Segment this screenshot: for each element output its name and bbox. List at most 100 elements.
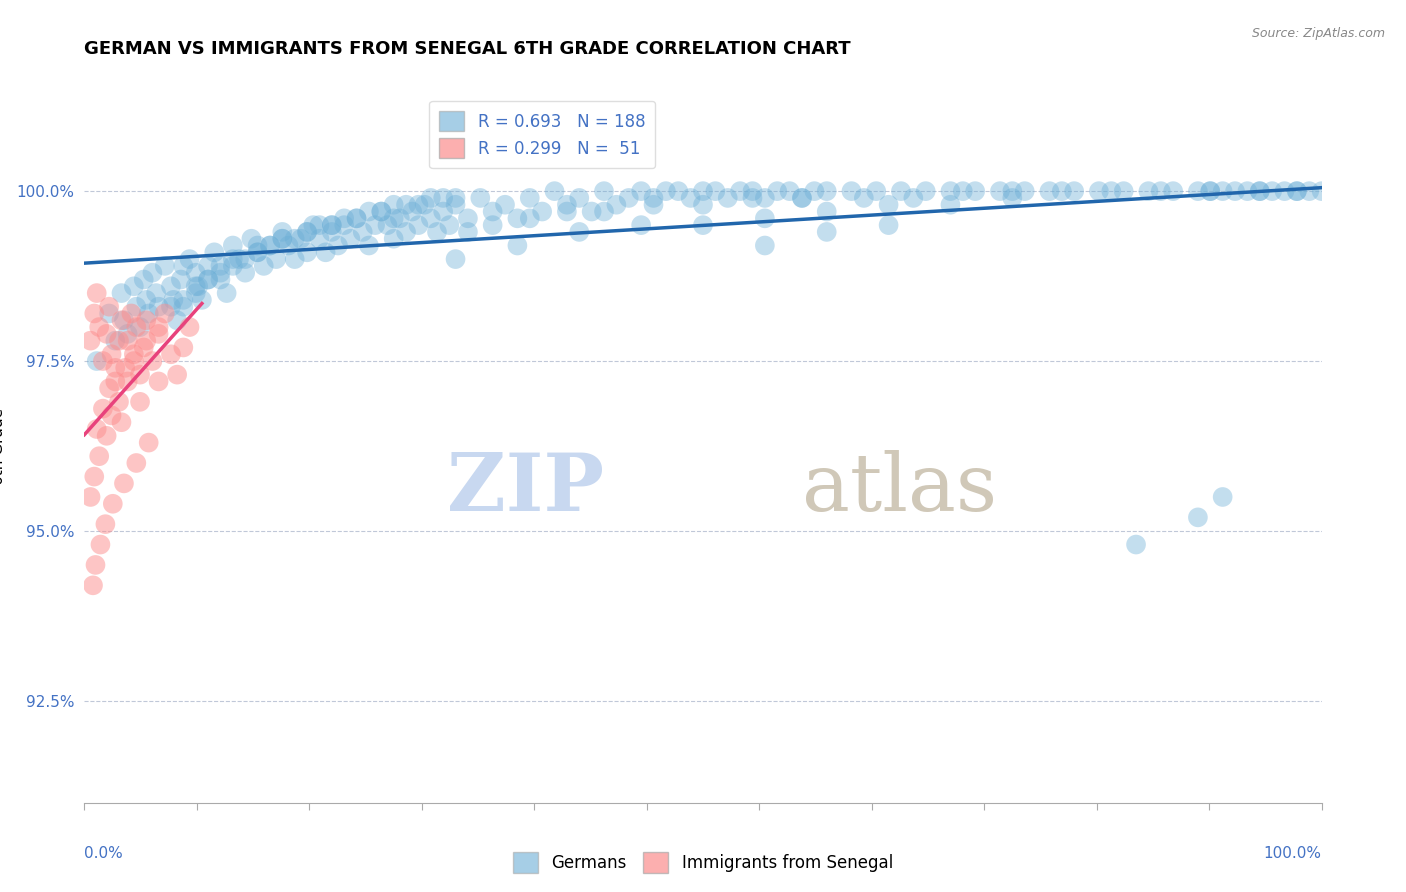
Point [197, 272, 219, 286]
Point [160, 347, 183, 361]
Point [704, 184, 727, 198]
Point [98, 381, 121, 395]
Point [246, 245, 269, 260]
Point [96, 326, 118, 341]
Point [315, 245, 337, 260]
Point [83, 306, 105, 320]
Point [903, 191, 925, 205]
Point [222, 259, 245, 273]
Point [481, 218, 503, 232]
Point [308, 232, 330, 246]
Point [170, 272, 193, 286]
Point [939, 184, 962, 198]
Point [382, 232, 405, 246]
Point [988, 184, 1011, 198]
Point [395, 198, 418, 212]
Point [179, 320, 201, 334]
Point [555, 204, 578, 219]
Point [172, 300, 194, 314]
Point [408, 218, 430, 232]
Point [346, 211, 368, 226]
Point [346, 211, 368, 226]
Point [117, 375, 139, 389]
Point [184, 266, 207, 280]
Point [321, 218, 343, 232]
Y-axis label: 6th Grade: 6th Grade [0, 408, 6, 484]
Point [89, 320, 111, 334]
Point [692, 198, 714, 212]
Point [1001, 184, 1024, 198]
Point [1187, 184, 1209, 198]
Point [457, 211, 479, 226]
Point [333, 218, 356, 232]
Point [110, 286, 132, 301]
Point [815, 184, 838, 198]
Point [271, 225, 294, 239]
Point [357, 238, 380, 252]
Point [1050, 184, 1073, 198]
Point [202, 245, 225, 260]
Point [108, 394, 131, 409]
Point [91, 401, 114, 416]
Point [259, 238, 281, 252]
Point [494, 198, 516, 212]
Point [1236, 184, 1258, 198]
Point [444, 191, 467, 205]
Point [370, 204, 392, 219]
Point [877, 198, 900, 212]
Point [506, 211, 529, 226]
Point [295, 245, 318, 260]
Point [630, 218, 652, 232]
Point [84, 558, 107, 572]
Point [382, 211, 405, 226]
Point [129, 394, 152, 409]
Point [172, 341, 194, 355]
Point [132, 341, 155, 355]
Point [215, 286, 238, 301]
Text: GERMAN VS IMMIGRANTS FROM SENEGAL 6TH GRADE CORRELATION CHART: GERMAN VS IMMIGRANTS FROM SENEGAL 6TH GR… [84, 40, 851, 58]
Point [138, 306, 160, 320]
Point [395, 225, 418, 239]
Point [295, 225, 318, 239]
Point [132, 272, 155, 286]
Point [1063, 184, 1085, 198]
Point [815, 225, 838, 239]
Point [295, 225, 318, 239]
Point [890, 184, 912, 198]
Point [439, 218, 461, 232]
Point [141, 354, 163, 368]
Point [98, 306, 121, 320]
Point [104, 375, 127, 389]
Point [184, 279, 207, 293]
Point [135, 334, 157, 348]
Point [581, 204, 603, 219]
Point [191, 293, 214, 307]
Point [148, 320, 170, 334]
Point [209, 266, 232, 280]
Point [506, 238, 529, 252]
Point [271, 232, 294, 246]
Point [101, 497, 124, 511]
Point [153, 259, 176, 273]
Point [419, 191, 441, 205]
Point [125, 456, 148, 470]
Point [531, 204, 554, 219]
Point [162, 293, 184, 307]
Point [914, 184, 936, 198]
Point [617, 191, 640, 205]
Point [110, 415, 132, 429]
Point [1199, 184, 1222, 198]
Point [246, 245, 269, 260]
Point [1274, 184, 1296, 198]
Point [717, 191, 740, 205]
Point [120, 306, 142, 320]
Point [444, 252, 467, 266]
Point [82, 578, 104, 592]
Point [364, 218, 387, 232]
Point [129, 320, 152, 334]
Point [1249, 184, 1271, 198]
Point [741, 184, 763, 198]
Point [1001, 191, 1024, 205]
Point [166, 313, 188, 327]
Point [766, 184, 789, 198]
